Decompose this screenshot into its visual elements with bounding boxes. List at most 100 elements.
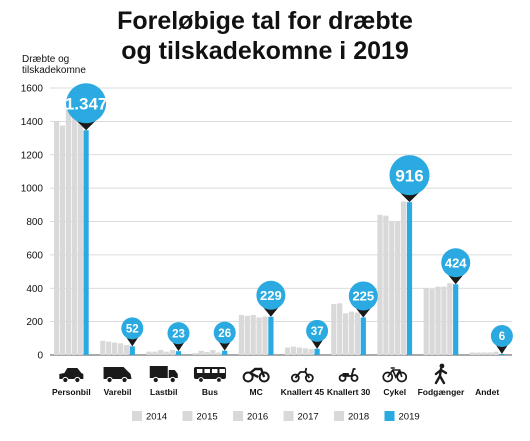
bicycle-wheel	[396, 371, 408, 383]
y-axis-label-line-2: tilskadekomne	[22, 65, 86, 76]
category-label: Knallert 45	[281, 387, 325, 397]
chart-title-line-2: og tilskadekomne i 2019	[121, 37, 409, 65]
bar-2015	[290, 346, 297, 355]
data-label-bubble: 6	[490, 324, 513, 354]
bar-2018	[262, 316, 268, 355]
bar-2015	[198, 350, 204, 355]
bubble-circle	[389, 155, 430, 196]
bar-2016	[112, 342, 118, 355]
category-label: MC	[250, 387, 263, 397]
bicycle-wheel	[382, 371, 394, 383]
bar-2018	[308, 349, 314, 355]
legend-label: 2017	[298, 412, 319, 423]
mc-wheel	[242, 371, 254, 383]
data-label-bubble: 26	[213, 321, 236, 351]
legend-label: 2015	[197, 412, 218, 423]
bar-2017	[302, 348, 308, 355]
legend-label: 2018	[348, 412, 369, 423]
mc-wheel	[258, 371, 270, 383]
legend-swatch	[182, 411, 193, 421]
bubble-pointer	[262, 306, 279, 317]
legend: 2014 2015 2016 2017 2018 2019	[132, 411, 420, 423]
category-label: Knallert 30	[327, 387, 371, 397]
legend-swatch	[384, 411, 395, 421]
bar-2019	[175, 351, 182, 355]
pedestrian-icon	[434, 363, 448, 385]
bubble-pointer	[447, 274, 464, 285]
data-label-bubble: 916	[389, 155, 430, 203]
y-tick-label: 1200	[21, 150, 44, 161]
y-tick-label: 1400	[21, 117, 44, 128]
category-label: Lastbil	[150, 387, 177, 397]
bus-window	[204, 369, 210, 373]
bar-2017	[487, 352, 493, 355]
bar-2018	[216, 352, 222, 355]
bubble-circle	[167, 322, 190, 345]
moped-wheel	[304, 373, 314, 383]
van-body	[103, 367, 132, 379]
truck-cab	[168, 370, 178, 378]
y-tick-label: 1600	[21, 84, 44, 95]
mc-frame	[249, 367, 266, 379]
category-label: Andet	[475, 387, 499, 397]
scooter-icon	[338, 368, 359, 382]
legend-swatch	[283, 411, 294, 421]
bar-2014	[377, 214, 383, 355]
moped-wheel	[290, 373, 300, 383]
chart-title-line-1: Foreløbige tal for dræbte	[117, 7, 413, 35]
category-labels: Personbil Varebil Lastbil Bus MC Knallert 45 K…	[52, 387, 499, 397]
data-label-bubble: 37	[306, 319, 329, 349]
moped-icon	[290, 367, 314, 383]
bubble-circle	[348, 281, 378, 311]
bar-2017	[117, 343, 124, 355]
car-body	[59, 368, 84, 379]
bar-2018	[170, 349, 176, 355]
bar-2019	[222, 350, 228, 355]
y-tick-label: 1000	[21, 184, 44, 195]
data-label-bubble: 52	[121, 317, 144, 347]
data-label: 26	[218, 328, 231, 340]
category-label: Fodgænger	[418, 387, 465, 397]
bar-2016	[389, 221, 395, 355]
chart-title: Foreløbige tal for dræbte og tilskadekom…	[0, 6, 530, 66]
bubble-circle	[441, 248, 471, 278]
bars	[54, 99, 505, 356]
y-tick-label: 400	[26, 284, 43, 295]
bar-2015	[383, 215, 389, 355]
data-label-bubbles: 1.347 52 23 26 229 37 225 916 424 6	[65, 83, 513, 354]
bar-2014	[100, 340, 106, 355]
bus-window	[219, 369, 225, 373]
car-icon	[59, 368, 84, 384]
bar-2014	[423, 288, 429, 355]
category-icons	[59, 363, 448, 385]
category-label: Bus	[202, 387, 218, 397]
bar-2017	[164, 351, 170, 355]
bar-2018	[123, 344, 129, 355]
bubble-pointer	[355, 307, 372, 318]
y-tick-label: 800	[26, 217, 43, 228]
bubble-pointer	[495, 344, 508, 354]
bus-window	[211, 369, 218, 373]
pedestrian-body	[434, 367, 448, 385]
data-label-bubble: 23	[167, 322, 190, 352]
bar-2018	[447, 283, 453, 355]
bar-2014	[285, 347, 291, 355]
y-tick-label: 200	[26, 317, 43, 328]
bus-wheel	[198, 377, 204, 383]
bus-window	[196, 369, 203, 373]
bar-2015	[59, 125, 66, 355]
bar-2016	[481, 352, 487, 355]
bar-2017	[256, 317, 262, 355]
truck-wheel	[152, 376, 159, 384]
bar-2018	[77, 109, 83, 355]
moped-frame	[294, 367, 311, 379]
bubble-circle	[256, 280, 286, 310]
data-label: 6	[499, 331, 505, 343]
bubble-pointer	[311, 339, 324, 349]
bar-2017	[395, 221, 401, 355]
bubble-pointer	[172, 341, 185, 352]
y-axis-label-line-1: Dræbte og	[22, 54, 69, 65]
bar-2014	[238, 314, 244, 355]
category-label: Personbil	[52, 387, 91, 397]
data-label: 37	[311, 326, 324, 338]
